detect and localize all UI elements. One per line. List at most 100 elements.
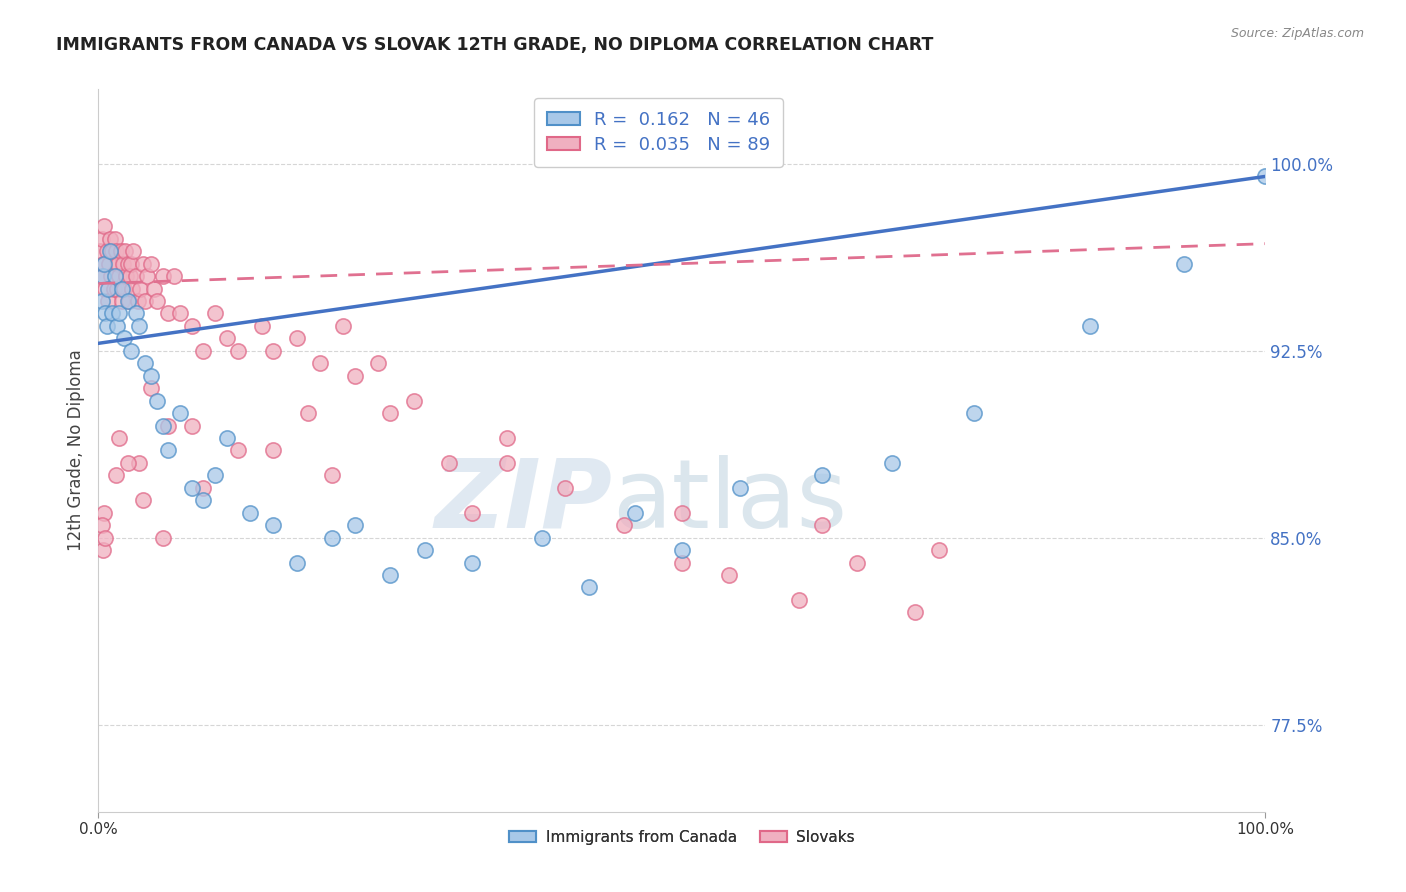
Point	[309, 356, 332, 370]
Point	[612, 518, 634, 533]
Point	[180, 481, 202, 495]
Point	[97, 281, 120, 295]
Point	[285, 331, 308, 345]
Point	[461, 556, 484, 570]
Point	[193, 493, 215, 508]
Point	[112, 281, 135, 295]
Point	[98, 232, 121, 246]
Point	[100, 268, 122, 283]
Point	[111, 281, 134, 295]
Point	[115, 268, 138, 283]
Point	[496, 456, 519, 470]
Point	[1173, 257, 1195, 271]
Point	[146, 293, 169, 308]
Point	[554, 481, 576, 495]
Point	[134, 356, 156, 370]
Point	[285, 556, 308, 570]
Point	[105, 318, 128, 333]
Point	[108, 431, 131, 445]
Point	[94, 281, 117, 295]
Point	[117, 257, 139, 271]
Point	[228, 443, 250, 458]
Point	[163, 268, 186, 283]
Point	[111, 257, 134, 271]
Point	[93, 257, 115, 271]
Point	[91, 268, 114, 283]
Text: IMMIGRANTS FROM CANADA VS SLOVAK 12TH GRADE, NO DIPLOMA CORRELATION CHART: IMMIGRANTS FROM CANADA VS SLOVAK 12TH GR…	[56, 36, 934, 54]
Point	[402, 393, 425, 408]
Point	[101, 306, 124, 320]
Point	[96, 318, 118, 333]
Y-axis label: 12th Grade, No Diploma: 12th Grade, No Diploma	[66, 350, 84, 551]
Point	[117, 456, 139, 470]
Point	[136, 268, 159, 283]
Point	[128, 456, 150, 470]
Point	[128, 318, 150, 333]
Point	[204, 468, 226, 483]
Point	[671, 506, 693, 520]
Point	[98, 244, 121, 259]
Point	[108, 306, 131, 320]
Point	[129, 281, 152, 295]
Point	[928, 543, 950, 558]
Point	[127, 293, 149, 308]
Point	[111, 293, 134, 308]
Point	[139, 381, 162, 395]
Point	[125, 306, 148, 320]
Point	[139, 257, 162, 271]
Point	[624, 506, 647, 520]
Point	[90, 232, 112, 246]
Point	[94, 531, 117, 545]
Point	[120, 257, 142, 271]
Point	[578, 581, 600, 595]
Point	[157, 443, 180, 458]
Point	[321, 531, 343, 545]
Point	[717, 568, 740, 582]
Point	[880, 456, 903, 470]
Point	[107, 257, 129, 271]
Text: atlas: atlas	[612, 455, 846, 548]
Point	[108, 268, 131, 283]
Point	[787, 593, 810, 607]
Point	[846, 556, 869, 570]
Point	[103, 281, 125, 295]
Point	[321, 468, 343, 483]
Point	[250, 318, 273, 333]
Point	[904, 606, 927, 620]
Point	[344, 518, 367, 533]
Point	[215, 431, 238, 445]
Point	[152, 418, 174, 433]
Point	[180, 418, 202, 433]
Point	[380, 406, 402, 420]
Point	[344, 368, 367, 383]
Point	[193, 481, 215, 495]
Point	[91, 257, 114, 271]
Text: Source: ZipAtlas.com: Source: ZipAtlas.com	[1230, 27, 1364, 40]
Text: ZIP: ZIP	[434, 455, 612, 548]
Point	[461, 506, 484, 520]
Point	[239, 506, 262, 520]
Point	[117, 293, 139, 308]
Legend: Immigrants from Canada, Slovaks: Immigrants from Canada, Slovaks	[503, 824, 860, 851]
Point	[157, 418, 180, 433]
Point	[89, 244, 111, 259]
Point	[104, 232, 127, 246]
Point	[125, 268, 148, 283]
Point	[97, 293, 120, 308]
Point	[215, 331, 238, 345]
Point	[413, 543, 436, 558]
Point	[139, 368, 162, 383]
Point	[204, 306, 226, 320]
Point	[143, 281, 166, 295]
Point	[118, 293, 141, 308]
Point	[96, 244, 118, 259]
Point	[437, 456, 460, 470]
Point	[367, 356, 389, 370]
Point	[132, 493, 155, 508]
Point	[104, 468, 127, 483]
Point	[228, 343, 250, 358]
Point	[120, 343, 142, 358]
Point	[811, 518, 834, 533]
Point	[152, 268, 174, 283]
Point	[134, 293, 156, 308]
